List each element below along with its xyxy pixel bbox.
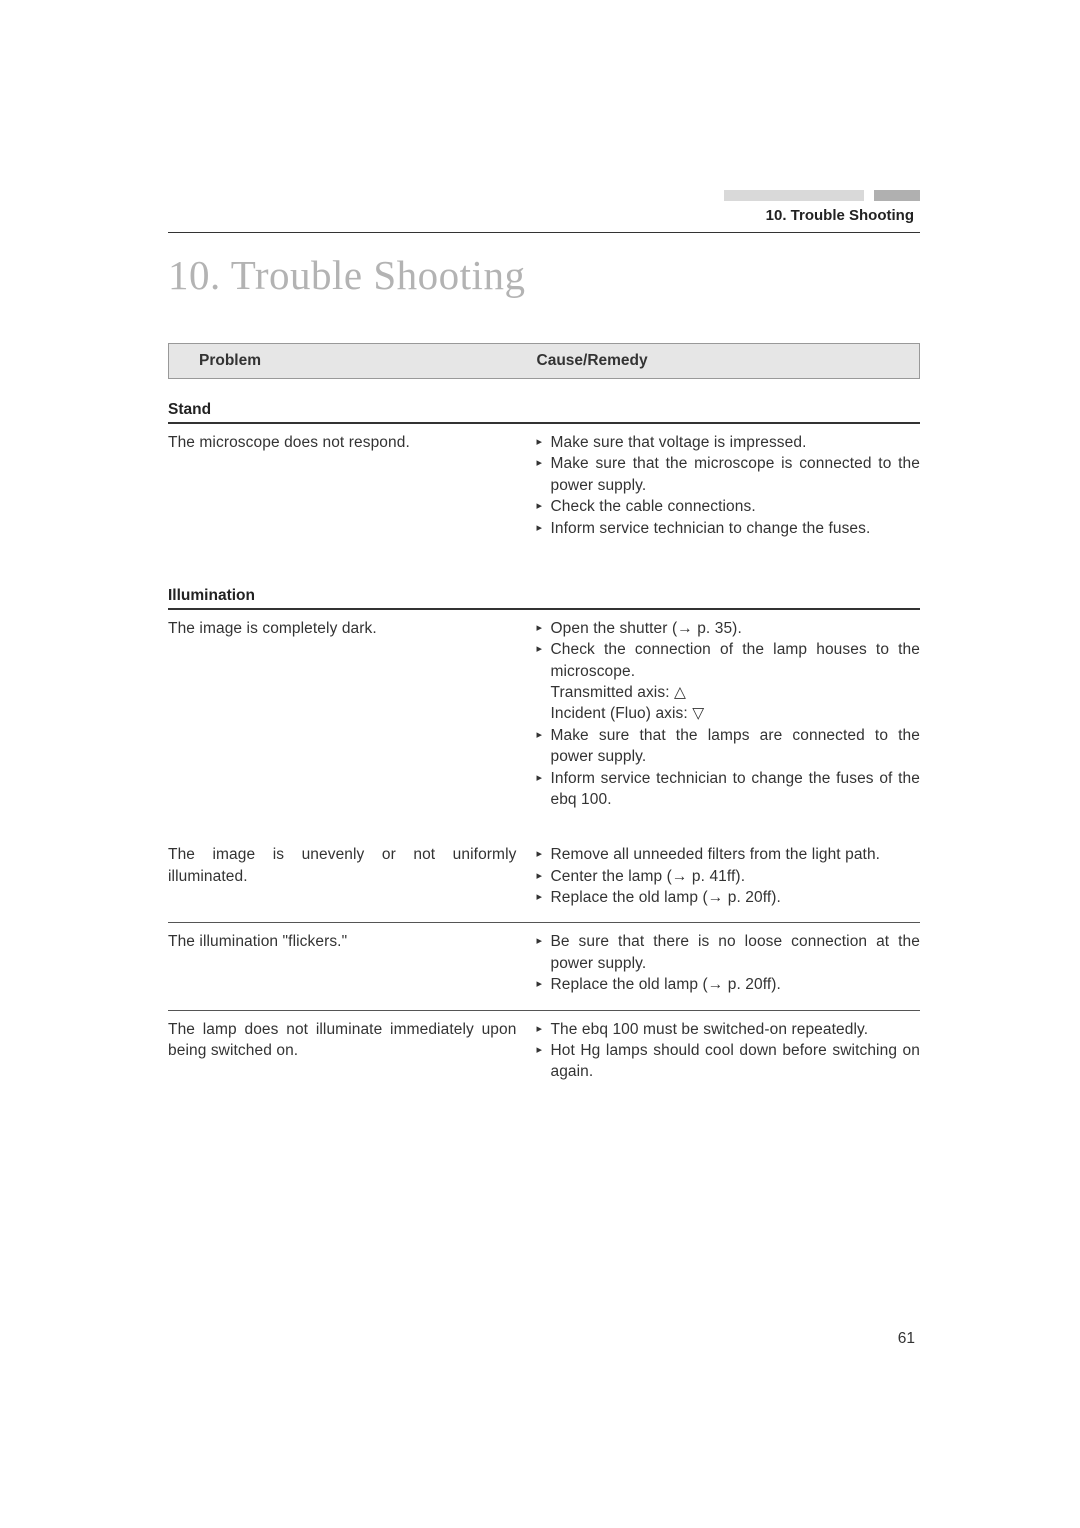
remedy-text: Open the shutter (→ p. 35). — [550, 618, 920, 639]
bullet-icon: ▸ — [536, 866, 550, 887]
running-header: 10. Trouble Shooting — [168, 190, 920, 224]
list-item: ▸ Inform service technician to change th… — [536, 518, 920, 539]
header-label: 10. Trouble Shooting — [766, 207, 914, 224]
section-rule — [168, 608, 920, 610]
section-stand: Stand The microscope does not respond. ▸… — [168, 401, 920, 539]
row-divider — [168, 1010, 920, 1011]
list-item: ▸ Inform service technician to change th… — [536, 768, 920, 811]
list-item: ▸ Make sure that voltage is impressed. — [536, 432, 920, 453]
bullet-icon: ▸ — [536, 1040, 550, 1061]
list-item: ▸ The ebq 100 must be switched-on repeat… — [536, 1019, 920, 1040]
bullet-icon: ▸ — [536, 618, 550, 639]
list-item: ▸ Check the cable connections. — [536, 496, 920, 517]
col-remedy-header: Cause/Remedy — [537, 352, 920, 370]
remedy-text-main: Check the connection of the lamp houses … — [550, 641, 920, 679]
header-bar-dark — [874, 190, 920, 201]
remedy-text: Replace the old lamp (→ p. 20ff). — [550, 974, 920, 995]
remedy-text: Center the lamp (→ p. 41ff). — [550, 866, 920, 887]
section-title-stand: Stand — [168, 401, 920, 419]
remedy-text: Inform service technician to change the … — [550, 518, 920, 539]
remedy-text: Make sure that the microscope is connect… — [550, 453, 920, 496]
remedy-text: Remove all unneeded filters from the lig… — [550, 844, 920, 865]
remedy-list: ▸ Remove all unneeded filters from the l… — [536, 844, 920, 908]
header-bar-light — [724, 190, 864, 201]
page-number: 61 — [898, 1330, 915, 1348]
remedy-text: Hot Hg lamps should cool down before swi… — [550, 1040, 920, 1083]
section-title-illumination: Illumination — [168, 587, 920, 605]
bullet-icon: ▸ — [536, 1019, 550, 1040]
problem-text: The lamp does not illuminate immediately… — [168, 1019, 536, 1062]
chapter-name: Trouble Shooting — [231, 252, 526, 298]
list-item: ▸ Be sure that there is no loose connect… — [536, 931, 920, 974]
axis-line: Incident (Fluo) axis: ▽ — [550, 703, 920, 724]
axis-label: Transmitted axis: — [550, 684, 669, 701]
chapter-title: 10. Trouble Shooting — [168, 251, 920, 299]
triangle-down-icon: ▽ — [692, 705, 704, 722]
bullet-icon: ▸ — [536, 496, 550, 517]
bullet-icon: ▸ — [536, 844, 550, 865]
remedy-text: Make sure that the lamps are connected t… — [550, 725, 920, 768]
bullet-icon: ▸ — [536, 432, 550, 453]
list-item: ▸ Make sure that the lamps are connected… — [536, 725, 920, 768]
list-item: ▸ Remove all unneeded filters from the l… — [536, 844, 920, 865]
bullet-icon: ▸ — [536, 931, 550, 952]
remedy-text: Inform service technician to change the … — [550, 768, 920, 811]
axis-label: Incident (Fluo) axis: — [550, 705, 687, 722]
table-row: The illumination "flickers." ▸ Be sure t… — [168, 931, 920, 995]
bullet-icon: ▸ — [536, 725, 550, 746]
header-rule — [168, 232, 920, 233]
section-illumination: Illumination The image is completely dar… — [168, 587, 920, 1083]
bullet-icon: ▸ — [536, 453, 550, 474]
remedy-list: ▸ Open the shutter (→ p. 35). ▸ Check th… — [536, 618, 920, 810]
problem-text: The image is unevenly or not uniformly i… — [168, 844, 536, 887]
remedy-text: The ebq 100 must be switched-on repeated… — [550, 1019, 920, 1040]
bullet-icon: ▸ — [536, 974, 550, 995]
table-row: The microscope does not respond. ▸ Make … — [168, 432, 920, 539]
axis-line: Transmitted axis: △ — [550, 682, 920, 703]
table-row: The lamp does not illuminate immediately… — [168, 1019, 920, 1083]
section-rule — [168, 422, 920, 424]
row-divider — [168, 922, 920, 923]
problem-text: The microscope does not respond. — [168, 432, 536, 453]
chapter-number: 10. — [168, 252, 221, 298]
header-decor — [724, 190, 920, 201]
list-item: ▸ Replace the old lamp (→ p. 20ff). — [536, 887, 920, 908]
list-item: ▸ Check the connection of the lamp house… — [536, 639, 920, 725]
triangle-up-icon: △ — [674, 684, 686, 701]
problem-text: The illumination "flickers." — [168, 931, 536, 952]
bullet-icon: ▸ — [536, 887, 550, 908]
list-item: ▸ Center the lamp (→ p. 41ff). — [536, 866, 920, 887]
table-row: The image is completely dark. ▸ Open the… — [168, 618, 920, 810]
table-row: The image is unevenly or not uniformly i… — [168, 844, 920, 908]
remedy-list: ▸ The ebq 100 must be switched-on repeat… — [536, 1019, 920, 1083]
remedy-text: Make sure that voltage is impressed. — [550, 432, 920, 453]
list-item: ▸ Make sure that the microscope is conne… — [536, 453, 920, 496]
col-problem-header: Problem — [169, 352, 537, 370]
remedy-text: Replace the old lamp (→ p. 20ff). — [550, 887, 920, 908]
remedy-text: Be sure that there is no loose connectio… — [550, 931, 920, 974]
remedy-text: Check the connection of the lamp houses … — [550, 639, 920, 725]
bullet-icon: ▸ — [536, 768, 550, 789]
list-item: ▸ Open the shutter (→ p. 35). — [536, 618, 920, 639]
list-item: ▸ Replace the old lamp (→ p. 20ff). — [536, 974, 920, 995]
page: 10. Trouble Shooting 10. Trouble Shootin… — [0, 0, 1080, 1528]
bullet-icon: ▸ — [536, 639, 550, 660]
table-header: Problem Cause/Remedy — [168, 343, 920, 379]
remedy-list: ▸ Make sure that voltage is impressed. ▸… — [536, 432, 920, 539]
problem-text: The image is completely dark. — [168, 618, 536, 639]
bullet-icon: ▸ — [536, 518, 550, 539]
remedy-list: ▸ Be sure that there is no loose connect… — [536, 931, 920, 995]
list-item: ▸ Hot Hg lamps should cool down before s… — [536, 1040, 920, 1083]
remedy-text: Check the cable connections. — [550, 496, 920, 517]
